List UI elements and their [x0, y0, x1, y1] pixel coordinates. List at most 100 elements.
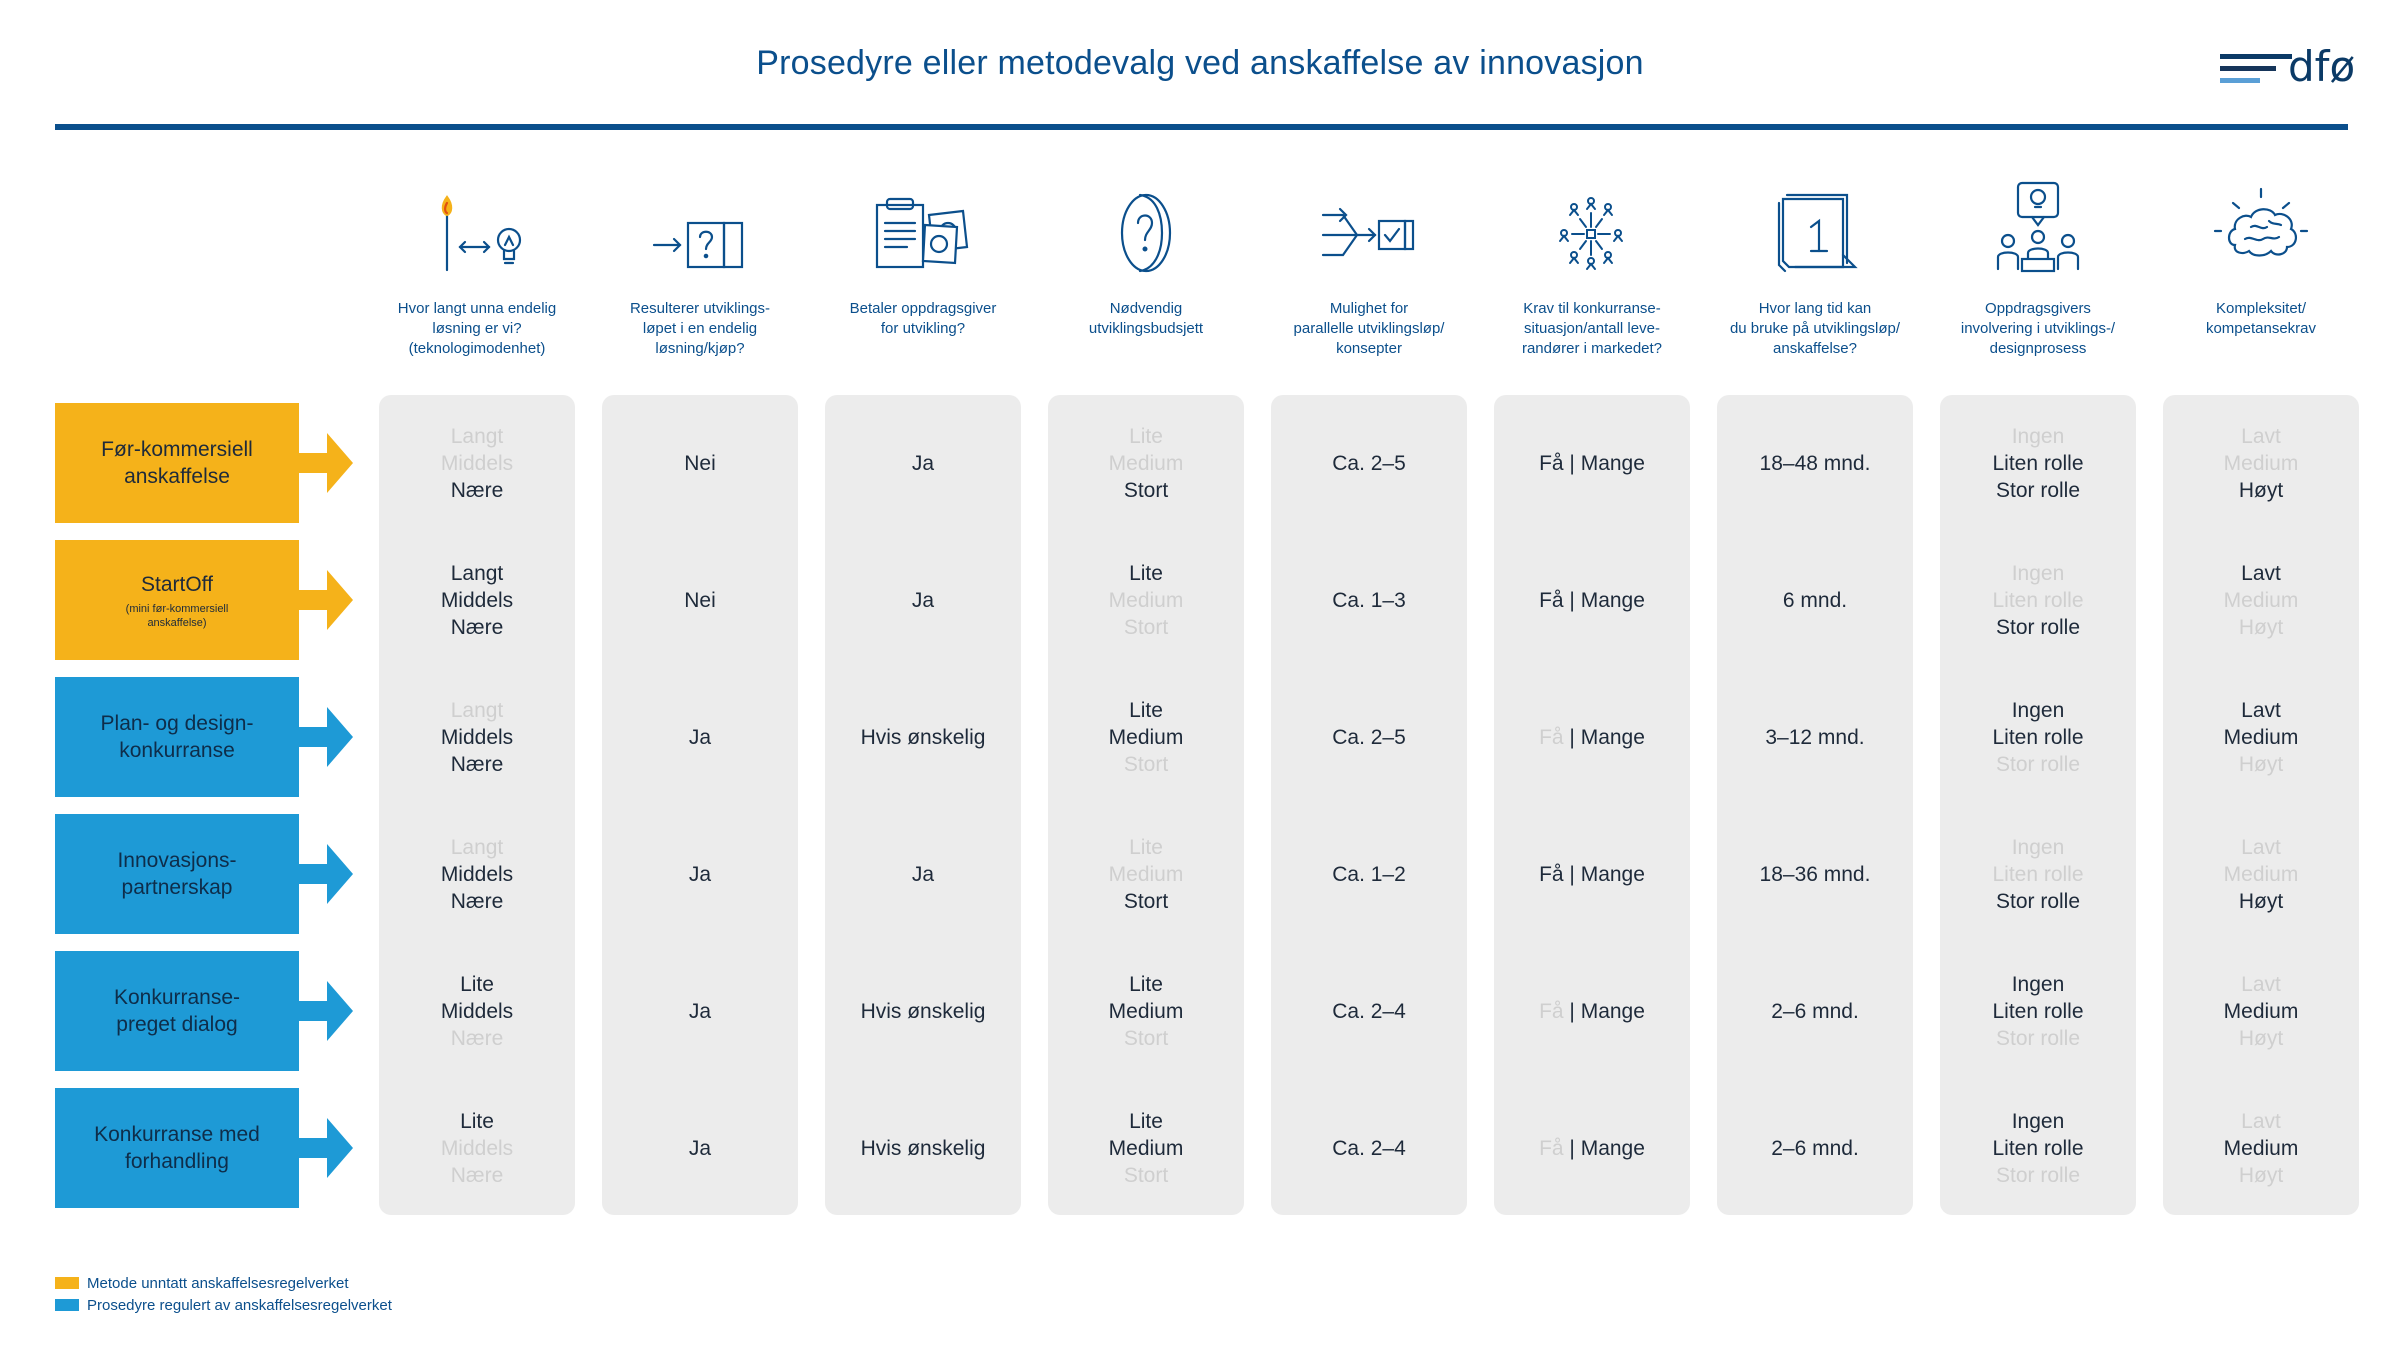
matrix-cell: Lavt Medium Høyt — [2163, 677, 2359, 797]
cell-value: 3–12 mnd. — [1765, 725, 1865, 749]
cell-option: Stor rolle — [1995, 615, 2081, 639]
matrix-cell: Ja — [602, 814, 798, 934]
cell-option: Middels — [440, 451, 514, 475]
matrix-cell: Lavt Medium Høyt — [2163, 814, 2359, 934]
column-header: Hvor lang tid kan du bruke på utviklings… — [1717, 175, 1913, 375]
cell-option: Middels — [440, 588, 514, 612]
legend-swatch — [55, 1299, 79, 1311]
cell-option: Medium — [1108, 588, 1184, 612]
matrix-cell: 2–6 mnd. — [1717, 1088, 1913, 1208]
matrix-cell: Ja — [825, 540, 1021, 660]
document-and-money-icon — [873, 175, 973, 285]
pair-option-a: Få — [1539, 999, 1564, 1023]
cell-value: Ja — [688, 1136, 712, 1160]
matrix-cell: Hvis ønskelig — [825, 677, 1021, 797]
matrix-cell: Ingen Liten rolle Stor rolle — [1940, 677, 2136, 797]
column-background — [1717, 395, 1913, 1215]
pair-separator: | — [1563, 588, 1581, 612]
cell-option: Lavt — [2241, 1109, 2281, 1133]
cell-option: Ingen — [2011, 698, 2065, 722]
matrix-cell: 6 mnd. — [1717, 540, 1913, 660]
pair-option-a: Få — [1539, 451, 1564, 475]
legend: Metode unntatt anskaffelsesregelverket P… — [55, 1272, 392, 1316]
matrix-cell: Nei — [602, 403, 798, 523]
cell-option: Stor rolle — [1995, 752, 2081, 776]
matrix-cell: Ja — [602, 677, 798, 797]
row-label-4[interactable]: Konkurranse- preget dialog — [55, 951, 299, 1071]
pair-option-a: Få — [1539, 588, 1564, 612]
cell-option: Nære — [450, 615, 504, 639]
matrix-cell: Ingen Liten rolle Stor rolle — [1940, 951, 2136, 1071]
matrix-cell: 2–6 mnd. — [1717, 951, 1913, 1071]
column-question: Nødvendig utviklingsbudsjett — [1088, 300, 1204, 337]
matrix-cell: Lite Medium Stort — [1048, 403, 1244, 523]
cell-option: Høyt — [2238, 1026, 2284, 1050]
cell-value: Ja — [911, 451, 935, 475]
matrix-cell: Langt Middels Nære — [379, 814, 575, 934]
column-header: Hvor langt unna endelig løsning er vi? (… — [379, 175, 575, 375]
pair-separator: | — [1563, 862, 1581, 886]
calendar-icon — [1765, 175, 1865, 285]
matrix-cell: Hvis ønskelig — [825, 951, 1021, 1071]
row-label-1[interactable]: StartOff (mini før-kommersiell anskaffels… — [55, 540, 299, 660]
matrix-cell: Lite Medium Stort — [1048, 677, 1244, 797]
row-label-3[interactable]: Innovasjons- partnerskap — [55, 814, 299, 934]
cell-value: 18–48 mnd. — [1759, 451, 1871, 475]
matrix-cell: Hvis ønskelig — [825, 1088, 1021, 1208]
row-label-2[interactable]: Plan- og design- konkurranse — [55, 677, 299, 797]
cell-option: Medium — [1108, 1136, 1184, 1160]
pair-option-b: Mange — [1580, 862, 1645, 886]
column-header: Resulterer utviklings- løpet i en endeli… — [602, 175, 798, 375]
matrix-cell: Lavt Medium Høyt — [2163, 403, 2359, 523]
cell-value: 6 mnd. — [1782, 588, 1848, 612]
dfo-logo[interactable]: dfø — [2220, 42, 2360, 91]
cell-option: Medium — [2223, 451, 2299, 475]
row-label-title: StartOff — [141, 572, 213, 596]
brain-icon — [2211, 175, 2311, 285]
cell-option: Lavt — [2241, 698, 2281, 722]
cell-value: Nei — [684, 588, 716, 612]
logo-text: dfø — [2288, 42, 2356, 91]
cell-option: Medium — [1108, 862, 1184, 886]
cell-value: Ca. 2–4 — [1332, 999, 1406, 1023]
row-label-5[interactable]: Konkurranse med forhandling — [55, 1088, 299, 1208]
column-background — [379, 395, 575, 1215]
column-header: Krav til konkurranse- situasjon/antall l… — [1494, 175, 1690, 375]
pair-option-b: Mange — [1580, 588, 1645, 612]
coin-question-icon — [1096, 175, 1196, 285]
matrix-cell: Lite Middels Nære — [379, 1088, 575, 1208]
cell-value: Ca. 2–4 — [1332, 1136, 1406, 1160]
matrix-cell: Ja — [602, 1088, 798, 1208]
cell-option: Liten rolle — [1992, 588, 2084, 612]
pair-option-b: Mange — [1580, 451, 1645, 475]
row-label-0[interactable]: Før-kommersiell anskaffelse — [55, 403, 299, 523]
column-header: Kompleksitet/ kompetansekrav — [2163, 175, 2359, 375]
cell-option: Lavt — [2241, 835, 2281, 859]
cell-value: 2–6 mnd. — [1771, 999, 1859, 1023]
column-background — [602, 395, 798, 1215]
pair-option-b: Mange — [1580, 725, 1645, 749]
cell-option: Medium — [1108, 451, 1184, 475]
column-header: Nødvendig utviklingsbudsjett — [1048, 175, 1244, 375]
arrow-right-icon — [299, 1118, 353, 1178]
matrix-cell: Ca. 1–3 — [1271, 540, 1467, 660]
cell-option: Stort — [1123, 478, 1169, 502]
cell-value: Ja — [688, 725, 712, 749]
cell-option: Lavt — [2241, 972, 2281, 996]
cell-option: Lite — [460, 972, 494, 996]
pair-separator: | — [1563, 451, 1581, 475]
cell-option: Ingen — [2011, 424, 2065, 448]
cell-pair: Få | Mange — [1539, 861, 1645, 888]
cell-option: Nære — [450, 1163, 504, 1187]
matrix-cell: Ca. 2–4 — [1271, 1088, 1467, 1208]
cell-option: Høyt — [2238, 615, 2284, 639]
cell-option: Middels — [440, 999, 514, 1023]
page-title: Prosedyre eller metodevalg ved anskaffel… — [756, 44, 1644, 82]
cell-option: Lite — [1129, 698, 1163, 722]
cell-value: Ca. 2–5 — [1332, 451, 1406, 475]
cell-option: Langt — [450, 561, 504, 585]
column-question: Kompleksitet/ kompetansekrav — [2205, 300, 2317, 337]
cell-option: Høyt — [2238, 752, 2284, 776]
matrix-cell: Få | Mange — [1494, 677, 1690, 797]
cell-option: Lite — [1129, 1109, 1163, 1133]
